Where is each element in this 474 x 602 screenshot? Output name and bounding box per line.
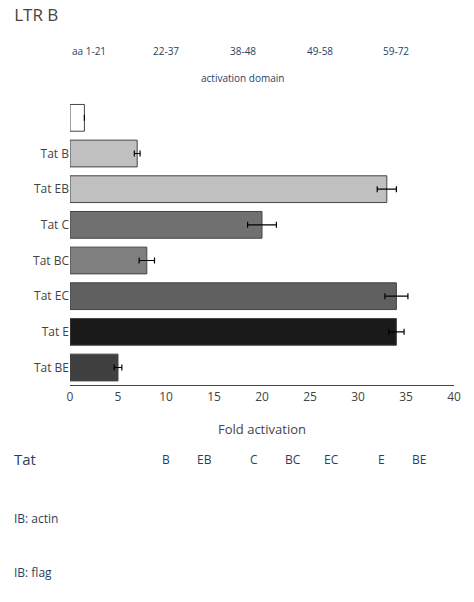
svg-text:C: C [250,451,258,468]
svg-text:Tat: Tat [14,449,36,469]
svg-text:IB: actin: IB: actin [14,510,58,527]
svg-text:Tat EC: Tat EC [34,287,69,304]
svg-text:Tat C: Tat C [41,216,70,233]
svg-text:30: 30 [351,388,365,405]
svg-text:E: E [378,451,385,468]
svg-text:activation domain: activation domain [201,71,284,85]
svg-text:Tat EB: Tat EB [34,180,69,197]
svg-text:10: 10 [159,388,173,405]
svg-text:Tat B: Tat B [41,145,70,162]
svg-text:aa 1-21: aa 1-21 [72,44,106,58]
svg-text:0: 0 [67,388,74,405]
svg-text:25: 25 [303,388,317,405]
svg-text:5: 5 [115,388,122,405]
svg-text:Tat BE: Tat BE [34,359,69,376]
svg-text:EC: EC [324,451,339,468]
svg-text:Fold activation: Fold activation [218,420,306,438]
svg-text:20: 20 [255,388,269,405]
svg-text:Tat E: Tat E [42,323,69,340]
svg-text:Tat BC: Tat BC [33,252,69,269]
svg-text:35: 35 [399,388,413,405]
svg-text:38-48: 38-48 [230,44,256,58]
svg-text:EB: EB [197,451,212,468]
svg-text:LTR B: LTR B [14,3,58,26]
svg-text:BC: BC [285,451,301,468]
svg-text:15: 15 [207,388,221,405]
svg-text:59-72: 59-72 [383,44,409,58]
svg-text:40: 40 [447,388,461,405]
svg-text:22-37: 22-37 [153,44,179,58]
svg-text:BE: BE [412,451,426,468]
svg-text:IB: flag: IB: flag [14,564,52,581]
svg-text:B: B [162,451,170,468]
svg-text:49-58: 49-58 [307,44,333,58]
